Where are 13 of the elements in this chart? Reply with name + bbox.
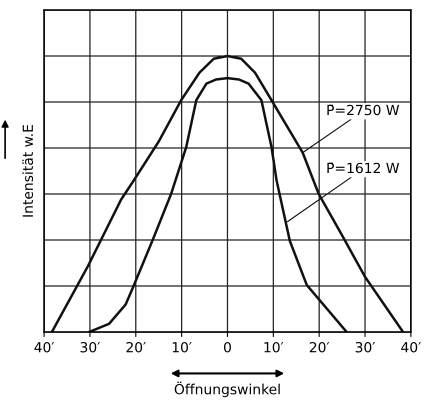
y-axis-title: Intensität w.E bbox=[22, 124, 34, 217]
x-tick-label: 30′ bbox=[80, 342, 100, 352]
x-tick-label: 10′ bbox=[172, 342, 192, 352]
x-tick-label: 20′ bbox=[126, 342, 146, 352]
x-tick-label: 20′ bbox=[310, 342, 330, 352]
x-tick-label: 30′ bbox=[356, 342, 376, 352]
legend-label: P̄=1612 W bbox=[327, 162, 400, 174]
text: P̄=2750 W bbox=[327, 104, 400, 116]
x-tick-label: 40′ bbox=[401, 342, 421, 352]
x-tick-label: 40′ bbox=[34, 342, 54, 352]
x-tick-label: 10′ bbox=[264, 342, 284, 352]
x-axis-title: Öffnungswinkel bbox=[174, 382, 280, 398]
x-tick-label: 0 bbox=[224, 342, 231, 352]
